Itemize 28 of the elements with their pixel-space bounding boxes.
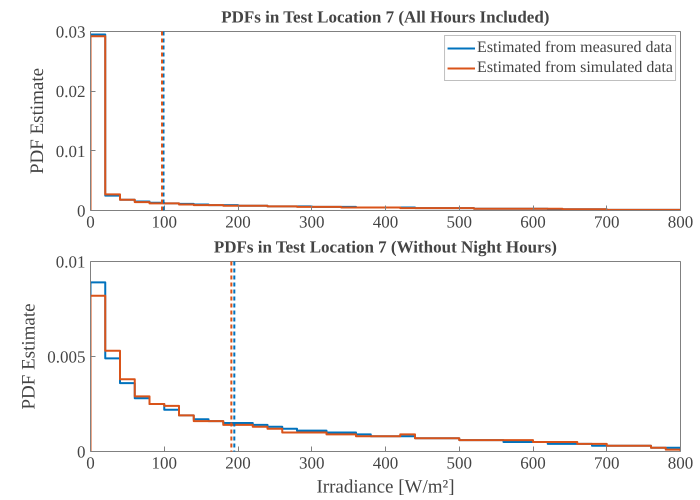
y-tick-label: 0.03 bbox=[56, 22, 86, 42]
x-tick-label: 200 bbox=[225, 212, 251, 232]
y-tick-label: 0.02 bbox=[56, 82, 86, 102]
y-tick-label: 0.005 bbox=[47, 348, 86, 366]
x-tick-label: 400 bbox=[372, 454, 398, 472]
x-axis-title: Irradiance [W/m²] bbox=[316, 476, 455, 498]
x-tick-label: 100 bbox=[152, 454, 177, 472]
chart-title: PDFs in Test Location 7 (All Hours Included) bbox=[221, 8, 550, 26]
x-tick-label: 700 bbox=[594, 454, 620, 472]
x-tick-label: 300 bbox=[299, 454, 324, 472]
x-tick-label: 500 bbox=[446, 212, 472, 232]
x-tick-label: 800 bbox=[668, 454, 694, 472]
y-tick-label: 0.01 bbox=[56, 142, 86, 161]
x-tick-label: 500 bbox=[446, 454, 472, 472]
legend-label: Estimated from simulated data bbox=[477, 59, 673, 77]
x-tick-label: 700 bbox=[594, 212, 620, 232]
y-tick-label: 0.01 bbox=[56, 252, 86, 272]
chart-title: PDFs in Test Location 7 (Without Night Hours) bbox=[214, 238, 557, 256]
x-tick-label: 300 bbox=[299, 212, 324, 232]
x-tick-label: 200 bbox=[225, 454, 251, 472]
x-tick-label: 100 bbox=[152, 212, 177, 232]
x-tick-label: 400 bbox=[372, 212, 398, 232]
y-axis-title: PDF Estimate bbox=[26, 68, 48, 174]
x-tick-label: 800 bbox=[668, 212, 694, 232]
legend-label: Estimated from measured data bbox=[477, 39, 672, 57]
x-tick-label: 600 bbox=[520, 212, 546, 232]
x-tick-label: 600 bbox=[520, 454, 546, 472]
y-axis-title: PDF Estimate bbox=[18, 303, 40, 410]
